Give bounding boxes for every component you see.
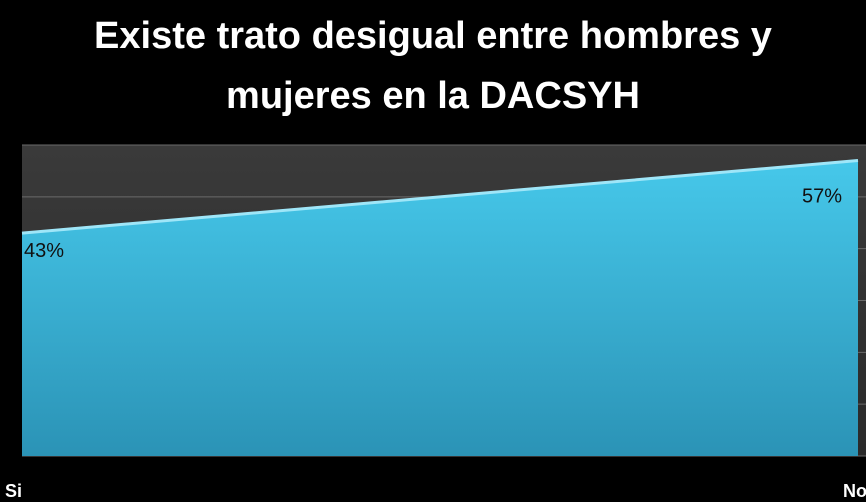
- area: [22, 160, 858, 457]
- x-tick-label: No: [843, 481, 866, 501]
- x-tick-label: Si: [5, 481, 22, 501]
- data-label: 57%: [802, 186, 842, 208]
- data-label: 43%: [24, 240, 64, 262]
- area-edge: [21, 159, 859, 235]
- chart-title: Existe trato desigual entre hombres y mu…: [94, 15, 772, 117]
